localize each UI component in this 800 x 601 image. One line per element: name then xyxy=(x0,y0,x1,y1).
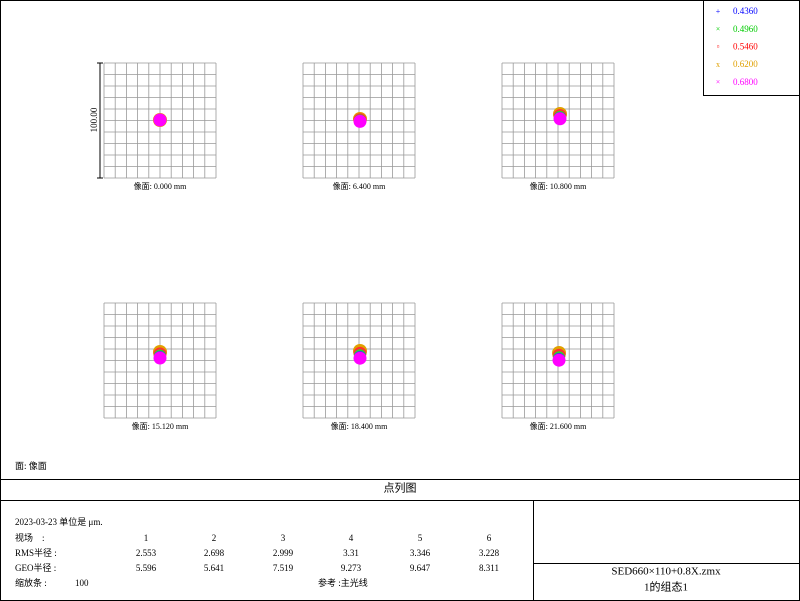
legend-marker: × xyxy=(716,25,721,34)
row-value: 1 xyxy=(144,533,149,543)
row-value: 8.311 xyxy=(479,563,499,573)
legend-marker: x xyxy=(716,60,720,69)
legend-label: 0.6200 xyxy=(733,59,758,69)
row-value: 4 xyxy=(349,533,354,543)
reference: 参考 :主光线 xyxy=(318,577,368,588)
spot-magenta xyxy=(353,351,367,365)
row-value: 3.31 xyxy=(343,548,359,558)
title: 点列图 xyxy=(384,481,417,495)
legend-label: 0.5460 xyxy=(733,41,758,51)
spot-magenta xyxy=(153,113,167,127)
row-value: 2.553 xyxy=(136,548,157,558)
row-value: 7.519 xyxy=(273,563,294,573)
row-value: 6 xyxy=(487,533,492,543)
row-value: 3 xyxy=(281,533,286,543)
row-label: GEO半径 : xyxy=(15,562,56,573)
legend-marker: + xyxy=(716,7,721,16)
row-value: 2 xyxy=(212,533,217,543)
panel-label: 像面: 0.000 mm xyxy=(134,181,187,191)
date-units: 2023-03-23 单位是 μm. xyxy=(15,516,103,527)
panel-label: 像面: 10.800 mm xyxy=(530,181,587,191)
scale-value: 100 xyxy=(75,578,89,588)
panel-label: 像面: 15.120 mm xyxy=(132,421,189,431)
spot-magenta xyxy=(353,114,367,128)
panel-label: 像面: 21.600 mm xyxy=(530,421,587,431)
legend-label: 0.4960 xyxy=(733,24,758,34)
spot-magenta xyxy=(553,112,567,126)
config-name: 1的组态1 xyxy=(644,580,688,594)
row-value: 3.346 xyxy=(410,548,431,558)
row-value: 5.641 xyxy=(204,563,224,573)
surface-label: 面: 像面 xyxy=(15,460,47,471)
legend-marker: × xyxy=(716,78,721,87)
spot-magenta xyxy=(552,353,566,367)
scale-label: 100.00 xyxy=(89,107,99,132)
scale-name: 缩放条 : xyxy=(15,577,47,588)
legend-label: 0.4360 xyxy=(733,6,758,16)
row-value: 9.273 xyxy=(341,563,362,573)
panel-label: 像面: 6.400 mm xyxy=(333,181,386,191)
row-value: 5.596 xyxy=(136,563,157,573)
row-value: 9.647 xyxy=(410,563,431,573)
spot-magenta xyxy=(153,351,167,365)
row-value: 5 xyxy=(418,533,423,543)
row-label: RMS半径 : xyxy=(15,547,57,558)
row-value: 3.228 xyxy=(479,548,500,558)
legend-label: 0.6800 xyxy=(733,77,758,87)
row-value: 2.999 xyxy=(273,548,294,558)
panel-label: 像面: 18.400 mm xyxy=(331,421,388,431)
file-name: SED660×110+0.8X.zmx xyxy=(611,566,721,578)
legend-marker: ▫ xyxy=(717,42,720,51)
row-label: 视场 : xyxy=(15,532,45,543)
row-value: 2.698 xyxy=(204,548,225,558)
